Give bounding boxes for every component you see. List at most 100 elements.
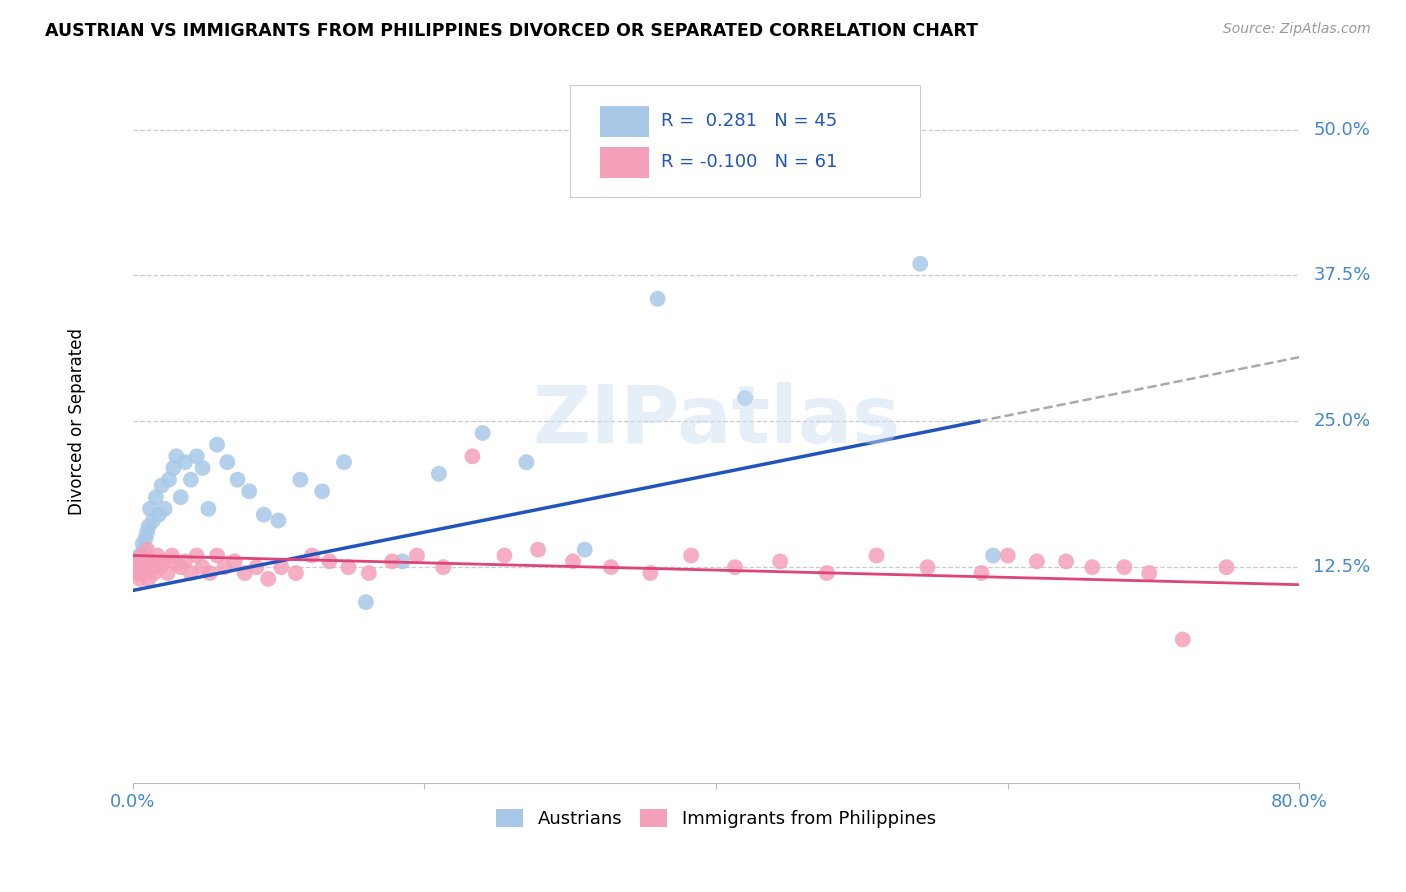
- Point: [471, 425, 494, 440]
- Point: [136, 525, 159, 540]
- Point: [139, 554, 162, 568]
- Point: [165, 450, 187, 464]
- Point: [138, 572, 160, 586]
- Text: 37.5%: 37.5%: [1313, 267, 1371, 285]
- Point: [148, 508, 170, 522]
- Point: [1171, 632, 1194, 647]
- Point: [186, 549, 208, 563]
- Point: [406, 549, 429, 563]
- Point: [970, 566, 993, 580]
- Point: [124, 560, 146, 574]
- Point: [186, 450, 208, 464]
- Point: [180, 566, 202, 580]
- Point: [734, 391, 756, 405]
- Point: [197, 501, 219, 516]
- Point: [301, 549, 323, 563]
- Point: [162, 461, 184, 475]
- Point: [640, 566, 662, 580]
- Point: [290, 473, 312, 487]
- Point: [146, 549, 169, 563]
- Point: [253, 508, 276, 522]
- Point: [143, 566, 166, 580]
- Point: [138, 519, 160, 533]
- Text: 12.5%: 12.5%: [1313, 558, 1371, 576]
- Point: [170, 560, 193, 574]
- Point: [257, 572, 280, 586]
- Point: [135, 566, 157, 580]
- Text: AUSTRIAN VS IMMIGRANTS FROM PHILIPPINES DIVORCED OR SEPARATED CORRELATION CHART: AUSTRIAN VS IMMIGRANTS FROM PHILIPPINES …: [45, 22, 979, 40]
- Point: [128, 549, 150, 563]
- Point: [494, 549, 516, 563]
- Point: [150, 478, 173, 492]
- Point: [129, 549, 152, 563]
- Point: [152, 554, 174, 568]
- Text: Source: ZipAtlas.com: Source: ZipAtlas.com: [1223, 22, 1371, 37]
- Point: [1054, 554, 1077, 568]
- Point: [127, 566, 149, 580]
- Point: [574, 542, 596, 557]
- Point: [815, 566, 838, 580]
- Point: [226, 473, 249, 487]
- Point: [145, 490, 167, 504]
- Point: [267, 514, 290, 528]
- Point: [142, 514, 165, 528]
- Point: [515, 455, 537, 469]
- Point: [136, 542, 159, 557]
- Point: [134, 542, 156, 557]
- Legend: Austrians, Immigrants from Philippines: Austrians, Immigrants from Philippines: [489, 802, 943, 836]
- Point: [205, 549, 228, 563]
- Point: [224, 554, 246, 568]
- Point: [432, 560, 454, 574]
- Point: [865, 549, 887, 563]
- Point: [354, 595, 377, 609]
- Point: [156, 566, 179, 580]
- Point: [1137, 566, 1160, 580]
- Point: [132, 537, 155, 551]
- Point: [170, 490, 193, 504]
- Text: 50.0%: 50.0%: [1313, 120, 1371, 138]
- Text: ZIPatlas: ZIPatlas: [531, 383, 900, 460]
- Point: [681, 549, 703, 563]
- Point: [908, 257, 931, 271]
- Point: [149, 560, 172, 574]
- Point: [233, 566, 256, 580]
- Point: [191, 560, 214, 574]
- Text: 25.0%: 25.0%: [1313, 412, 1371, 430]
- Point: [157, 473, 180, 487]
- Point: [132, 560, 155, 574]
- Point: [125, 554, 148, 568]
- Point: [381, 554, 404, 568]
- Point: [1215, 560, 1237, 574]
- Point: [238, 484, 260, 499]
- Point: [270, 560, 292, 574]
- Point: [160, 549, 183, 563]
- Point: [647, 292, 669, 306]
- Point: [141, 560, 163, 574]
- FancyBboxPatch shape: [571, 85, 920, 197]
- Point: [427, 467, 450, 481]
- Point: [600, 560, 623, 574]
- Point: [391, 554, 413, 568]
- Point: [125, 554, 148, 568]
- Point: [562, 554, 585, 568]
- Point: [180, 473, 202, 487]
- Point: [724, 560, 747, 574]
- Point: [139, 501, 162, 516]
- Point: [174, 455, 197, 469]
- Point: [461, 450, 484, 464]
- Point: [981, 549, 1004, 563]
- Point: [153, 501, 176, 516]
- Text: R =  0.281   N = 45: R = 0.281 N = 45: [661, 112, 838, 130]
- Point: [917, 560, 939, 574]
- Point: [134, 554, 156, 568]
- Point: [284, 566, 307, 580]
- Point: [214, 560, 236, 574]
- Point: [127, 566, 149, 580]
- Point: [318, 554, 340, 568]
- Point: [311, 484, 333, 499]
- Point: [337, 560, 360, 574]
- Point: [124, 560, 146, 574]
- Text: Divorced or Separated: Divorced or Separated: [67, 328, 86, 515]
- Text: R = -0.100   N = 61: R = -0.100 N = 61: [661, 153, 838, 171]
- Point: [1081, 560, 1104, 574]
